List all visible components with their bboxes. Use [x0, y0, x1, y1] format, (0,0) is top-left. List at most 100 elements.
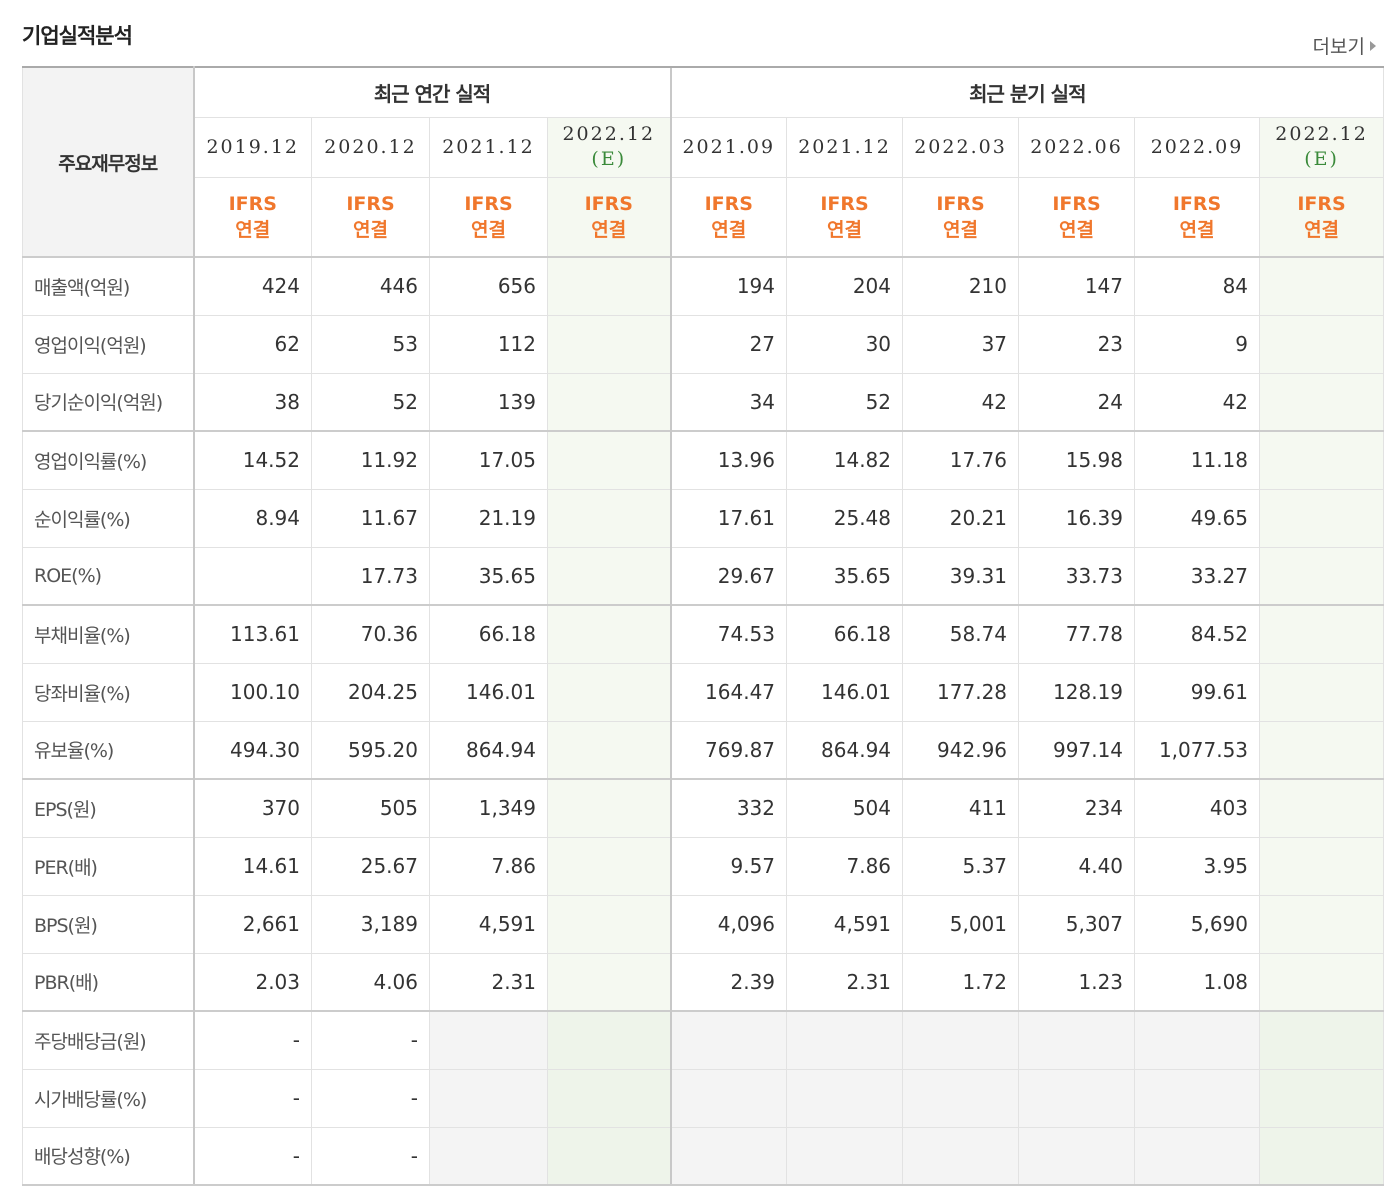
period-header: 2019.12: [193, 116, 312, 178]
table-cell: [1134, 1126, 1261, 1186]
row-label: 당좌비율(%): [22, 662, 195, 722]
table-cell: [1018, 1068, 1136, 1128]
table-cell: -: [193, 1068, 312, 1128]
table-cell: 146.01: [786, 662, 904, 722]
ifrs-header: IFRS 연결: [669, 176, 788, 258]
table-cell: 332: [669, 778, 788, 838]
table-cell: 77.78: [1018, 604, 1136, 664]
row-label: ROE(%): [22, 546, 195, 606]
ifrs-label: IFRS: [584, 192, 633, 215]
row-label: 배당성향(%): [22, 1126, 195, 1186]
table-cell: 11.18: [1134, 430, 1261, 490]
period-label: 2019.12: [206, 135, 300, 158]
table-cell: -: [311, 1068, 430, 1128]
table-cell: 3.95: [1134, 836, 1261, 896]
table-cell: [546, 836, 672, 896]
table-cell: 3,189: [311, 894, 430, 954]
table-cell: 177.28: [902, 662, 1020, 722]
table-cell: 53: [311, 314, 430, 374]
table-cell: 2.31: [786, 952, 904, 1012]
table-cell: -: [311, 1010, 430, 1070]
table-row: 매출액(억원) 424 446 656 194 204 210 147 84: [22, 256, 1385, 316]
table-cell: [546, 488, 672, 548]
table-cell: 100.10: [193, 662, 312, 722]
table-cell: [546, 894, 672, 954]
period-label: 2021.12: [798, 135, 891, 158]
table-cell: 35.65: [786, 546, 904, 606]
table-cell: 14.61: [193, 836, 312, 896]
table-cell: [1259, 836, 1385, 896]
table-cell: [429, 1010, 548, 1070]
ifrs-header: IFRS 연결: [1018, 176, 1136, 258]
table-cell: [786, 1126, 904, 1186]
period-label: 2022.09: [1150, 135, 1244, 158]
row-label: 순이익률(%): [22, 488, 195, 548]
more-link[interactable]: 더보기: [1313, 32, 1376, 59]
table-cell: [902, 1010, 1020, 1070]
table-cell: 52: [786, 372, 904, 432]
table-cell: -: [193, 1126, 312, 1186]
table-cell: 8.94: [193, 488, 312, 548]
table-row: 주당배당금(원) - -: [22, 1010, 1385, 1070]
ifrs-label: IFRS: [1297, 192, 1346, 215]
row-label: 매출액(억원): [22, 256, 195, 316]
table-cell: [1259, 1010, 1385, 1070]
ifrs-header: IFRS 연결: [786, 176, 904, 258]
period-label: 2022.06: [1030, 135, 1123, 158]
table-row: 순이익률(%) 8.94 11.67 21.19 17.61 25.48 20.21 16.3…: [22, 488, 1385, 548]
table-cell: [1259, 604, 1385, 664]
table-cell: [193, 546, 312, 606]
table-cell: [1259, 430, 1385, 490]
table-cell: 99.61: [1134, 662, 1261, 722]
table-cell: 33.73: [1018, 546, 1136, 606]
table-cell: 4,096: [669, 894, 788, 954]
table-cell: 39.31: [902, 546, 1020, 606]
table-cell: 234: [1018, 778, 1136, 838]
table-cell: 5,307: [1018, 894, 1136, 954]
period-header: 2022.06: [1018, 116, 1136, 178]
table-cell: 2.03: [193, 952, 312, 1012]
table-row: 유보율(%) 494.30 595.20 864.94 769.87 864.94 942.…: [22, 720, 1385, 780]
table-cell: [786, 1010, 904, 1070]
ifrs-label: IFRS: [704, 192, 753, 215]
consolidated-label: 연결: [353, 218, 388, 241]
table-row: 당기순이익(억원) 38 52 139 34 52 42 24 42: [22, 372, 1385, 432]
row-label: EPS(원): [22, 778, 195, 838]
table-cell: 17.73: [311, 546, 430, 606]
table-cell: 70.36: [311, 604, 430, 664]
table-cell: [1259, 546, 1385, 606]
table-row: 부채비율(%) 113.61 70.36 66.18 74.53 66.18 58.74 77…: [22, 604, 1385, 664]
table-cell: 504: [786, 778, 904, 838]
more-link-label: 더보기: [1312, 36, 1365, 58]
table-cell: [902, 1068, 1020, 1128]
table-cell: 23: [1018, 314, 1136, 374]
table-cell: 656: [429, 256, 548, 316]
table-cell: [546, 1068, 672, 1128]
period-label: 2020.12: [324, 135, 417, 158]
table-cell: [1259, 894, 1385, 954]
consolidated-label: 연결: [827, 218, 862, 241]
table-row: 당좌비율(%) 100.10 204.25 146.01 164.47 146.01 177…: [22, 662, 1385, 722]
table-cell: 494.30: [193, 720, 312, 780]
table-cell: 147: [1018, 256, 1136, 316]
table-cell: [1018, 1010, 1136, 1070]
row-label: PBR(배): [22, 952, 195, 1012]
ifrs-label: IFRS: [228, 192, 277, 215]
ifrs-label: IFRS: [346, 192, 395, 215]
period-header: 2021.09: [669, 116, 788, 178]
row-label: 영업이익률(%): [22, 430, 195, 490]
table-cell: [669, 1010, 788, 1070]
table-cell: 997.14: [1018, 720, 1136, 780]
table-cell: [1018, 1126, 1136, 1186]
table-cell: 370: [193, 778, 312, 838]
consolidated-label: 연결: [1059, 218, 1094, 241]
period-label: 2022.03: [914, 135, 1007, 158]
table-cell: 24: [1018, 372, 1136, 432]
table-cell: 4,591: [786, 894, 904, 954]
table-cell: 25.67: [311, 836, 430, 896]
table-cell: 42: [902, 372, 1020, 432]
table-cell: 11.67: [311, 488, 430, 548]
table-cell: 52: [311, 372, 430, 432]
table-cell: 29.67: [669, 546, 788, 606]
table-cell: 15.98: [1018, 430, 1136, 490]
